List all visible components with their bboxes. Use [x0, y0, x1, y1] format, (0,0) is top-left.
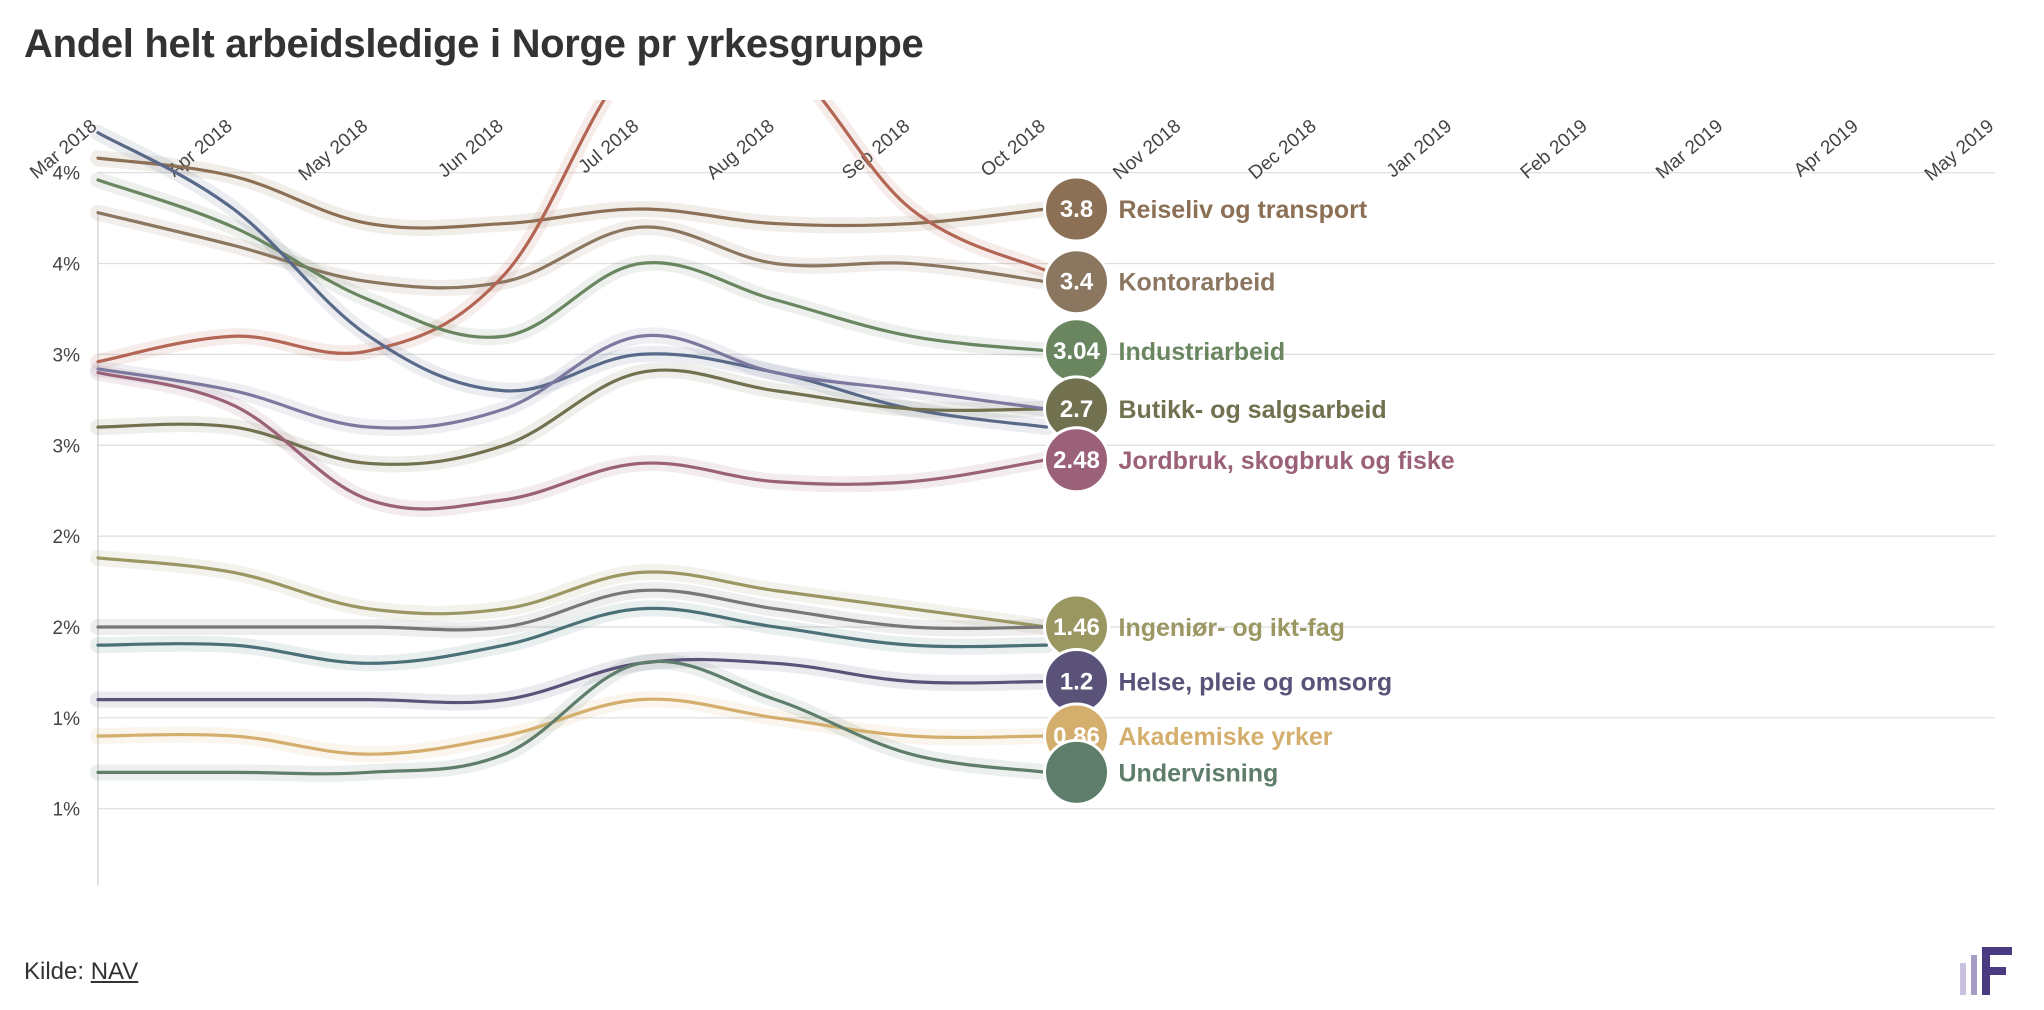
value-badge-text: 1.46 — [1053, 614, 1100, 641]
value-badge — [1043, 248, 1110, 316]
page-title: Andel helt arbeidsledige i Norge pr yrke… — [24, 22, 924, 66]
value-badge — [1043, 738, 1110, 806]
series-end-label: 3.04 Industriarbeid — [1043, 317, 1286, 385]
series-line — [96, 100, 1049, 364]
series-line — [96, 588, 1049, 632]
value-badge-text: 3.4 — [1060, 269, 1094, 296]
value-badge-text: 2.48 — [1053, 447, 1100, 474]
y-tick-label: 3% — [53, 345, 81, 366]
series-line — [96, 606, 1049, 665]
series-line — [96, 211, 1049, 290]
x-tick-label: May 2019 — [1921, 116, 1998, 186]
x-tick-label: May 2018 — [295, 116, 372, 186]
series-name-label: Jordbruk, skogbruk og fiske — [1119, 447, 1455, 475]
x-tick-label: Dec 2018 — [1245, 116, 1321, 184]
x-tick-label: Nov 2018 — [1109, 116, 1185, 184]
series-line — [96, 333, 1049, 430]
x-tick-label: Apr 2019 — [1790, 116, 1863, 182]
series-name-label: Akademiske yrker — [1119, 723, 1333, 751]
series-halo — [90, 600, 1055, 672]
series-line — [96, 657, 1049, 705]
series-name-label: Helse, pleie og omsorg — [1119, 668, 1393, 696]
source-prefix: Kilde: — [24, 958, 91, 985]
y-tick-label: 2% — [53, 618, 81, 639]
source-link[interactable]: NAV — [90, 958, 139, 985]
series-name-label: Kontorarbeid — [1119, 269, 1276, 297]
x-tick-label: Oct 2018 — [977, 116, 1050, 182]
series-name-label: Ingeniør- og ikt-fag — [1119, 614, 1345, 642]
value-badge-text: 2.7 — [1060, 396, 1093, 423]
value-badge-text: 3.8 — [1060, 196, 1093, 223]
value-badge-text: 1.2 — [1060, 668, 1093, 695]
series-end-label: 2.7 Butikk- og salgsarbeid — [1043, 375, 1387, 443]
source-footer: Kilde: NAV — [24, 958, 138, 986]
series-name-label: Butikk- og salgsarbeid — [1119, 396, 1387, 424]
series-line — [96, 156, 1049, 230]
series-end-label: 1.2 Helse, pleie og omsorg — [1043, 647, 1393, 715]
series-line — [96, 659, 1049, 776]
series-line — [96, 697, 1049, 756]
value-badge — [1043, 426, 1110, 494]
series-halo — [90, 100, 1055, 370]
series-name-label: Reiseliv og transport — [1119, 196, 1368, 224]
x-tick-label: Feb 2019 — [1517, 116, 1592, 184]
y-tick-label: 2% — [53, 527, 81, 548]
y-tick-label: 4% — [53, 255, 81, 276]
series-name-label: Industriarbeid — [1119, 338, 1286, 366]
line-layer — [96, 100, 1049, 776]
series-line — [96, 370, 1049, 511]
y-tick-label: 1% — [53, 709, 81, 730]
value-badge-text: 3.04 — [1053, 338, 1100, 365]
y-tick-label: 3% — [53, 436, 81, 457]
series-end-label: 3.4 Kontorarbeid — [1043, 248, 1276, 316]
halo-layer — [90, 100, 1055, 782]
series-line — [96, 178, 1049, 353]
series-line — [96, 368, 1049, 466]
series-end-label: 1.46 Ingeniør- og ikt-fag — [1043, 593, 1345, 661]
series-name-label: Undervisning — [1119, 759, 1279, 787]
value-badge — [1043, 175, 1110, 243]
y-tick-label: 4% — [53, 164, 81, 185]
faktisk-logo-icon — [1960, 947, 2012, 995]
y-tick-label: 1% — [53, 800, 81, 821]
x-tick-label: Aug 2018 — [703, 116, 779, 184]
series-end-label: 2.48 Jordbruk, skogbruk og fiske — [1043, 426, 1455, 494]
series-line — [96, 556, 1049, 629]
series-end-label: 3.8 Reiseliv og transport — [1043, 175, 1368, 243]
series-end-label: Undervisning — [1043, 738, 1279, 806]
